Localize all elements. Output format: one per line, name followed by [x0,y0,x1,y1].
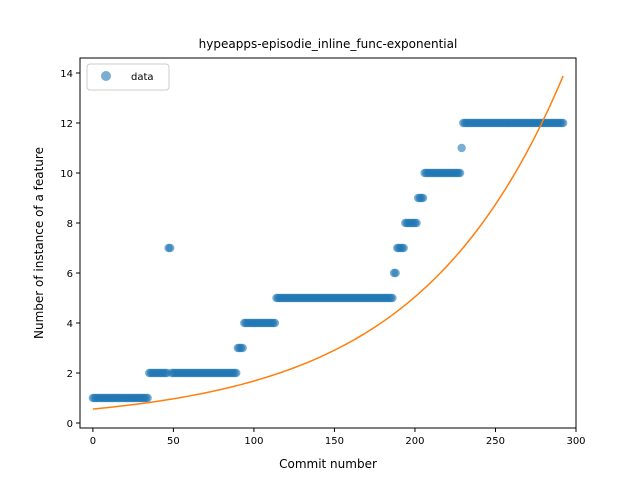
fit-line [92,75,564,410]
data-point [270,318,280,328]
x-axis: 0 50 100 150 200 250 300 [90,428,586,447]
y-tick-label: 14 [60,69,73,80]
chart-title: hypeapps-episodie_inline_func-exponentia… [199,37,458,51]
data-points [88,118,568,403]
data-point [232,368,241,378]
y-tick-label: 8 [67,219,73,230]
x-tick-label: 150 [325,436,344,447]
data-point [388,293,397,303]
legend: data [86,63,170,91]
y-axis: 0 2 4 6 8 10 12 14 [60,69,80,430]
y-tick-label: 12 [60,119,73,130]
data-point [418,193,428,203]
data-point [238,343,247,353]
data-point [391,268,400,278]
data-point [412,218,421,228]
data-point [558,118,568,128]
x-tick-label: 200 [405,436,424,447]
y-tick-label: 10 [60,169,73,180]
legend-box [86,63,170,91]
legend-marker [101,71,111,81]
data-point [165,243,175,253]
x-tick-label: 0 [90,436,96,447]
y-tick-label: 2 [67,369,73,380]
y-tick-label: 0 [67,419,73,430]
data-point [399,243,408,253]
x-axis-label: Commit number [279,457,377,471]
fit-line-layer [92,75,564,410]
x-tick-label: 100 [244,436,263,447]
x-tick-label: 250 [486,436,505,447]
y-axis-label: Number of instance of a feature [32,147,46,339]
data-point [457,143,466,153]
y-tick-label: 6 [67,269,73,280]
data-point [455,168,465,178]
data-point [143,393,152,403]
plot-frame [79,57,577,429]
x-tick-label: 50 [167,436,180,447]
x-tick-label: 300 [566,436,585,447]
y-tick-label: 4 [67,319,73,330]
legend-label-data: data [131,72,154,83]
